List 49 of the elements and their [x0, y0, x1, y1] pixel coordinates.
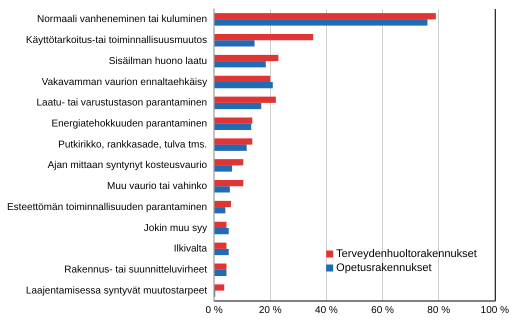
bar	[214, 117, 252, 124]
bar	[214, 165, 232, 172]
bar	[214, 19, 428, 26]
x-tick-label: 40 %	[315, 304, 338, 316]
y-tick-label: Ajan mittaan syntynyt kosteusvaurio	[48, 160, 208, 172]
bar	[214, 124, 252, 130]
bar	[214, 263, 226, 270]
y-tick-label: Käyttötarkoitus-tai toiminnallisuusmuutos	[26, 35, 208, 46]
y-tick-label: Rakennus- tai suunnitteluvirheet	[64, 264, 208, 276]
bar	[214, 102, 262, 110]
y-tick-label: Ilkivalta	[174, 244, 208, 255]
y-tick-label: Esteettömän toiminnallisuuden parantaminen	[6, 202, 208, 213]
bar	[214, 96, 276, 103]
bar	[214, 144, 247, 151]
bar	[214, 82, 273, 88]
bar	[214, 34, 314, 40]
y-tick-label: Sisäilman huono laatu	[108, 56, 208, 67]
bar	[214, 284, 224, 291]
x-tick-label: 0 %	[206, 304, 223, 316]
y-tick-label: Vakavamman vaurion ennaltaehkäisy	[42, 76, 208, 88]
bar	[214, 138, 252, 145]
bar	[214, 186, 230, 193]
bar	[214, 222, 226, 228]
bar	[214, 76, 270, 82]
bar	[214, 200, 231, 208]
bar	[214, 207, 226, 214]
y-tick-label: Normaali vanheneminen tai kuluminen	[37, 14, 208, 26]
bar	[214, 248, 229, 256]
bar	[214, 180, 244, 186]
y-tick-label: Laatu- tai varustustason parantaminen	[36, 98, 208, 109]
x-tick-label: 20 %	[258, 304, 282, 316]
legend-label: Opetusrakennukset	[336, 262, 432, 274]
bar	[214, 13, 436, 20]
x-tick-label: 100 %	[480, 304, 510, 316]
bar	[214, 242, 226, 249]
x-tick-label: 60 %	[371, 304, 394, 316]
bar	[214, 61, 266, 68]
x-tick-label: 80 %	[427, 304, 450, 316]
y-tick-label: Putkirikko, rankkasade, tulva tms.	[58, 139, 208, 150]
bar	[214, 40, 255, 47]
y-tick-label: Muu vaurio tai vahinko	[107, 181, 208, 192]
bar	[214, 159, 244, 166]
bar	[214, 54, 278, 62]
y-tick-label: Energiatehokkuuden parantaminen	[51, 118, 208, 130]
y-tick-label: Jokin muu syy	[144, 222, 208, 234]
bar	[214, 228, 229, 234]
bar	[214, 270, 226, 276]
y-tick-label: Laajentamisessa syntyvät muutostarpeet	[26, 285, 208, 296]
legend-label: Terveydenhuoltorakennukset	[336, 248, 477, 260]
